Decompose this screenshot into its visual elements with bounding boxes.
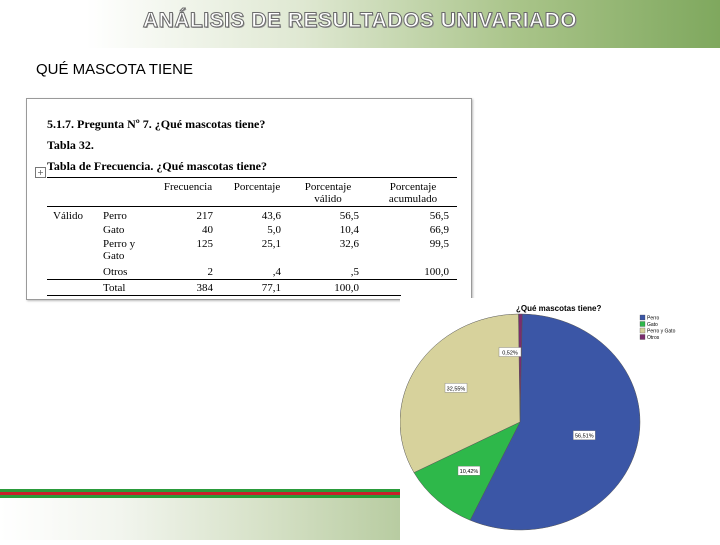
col-header-porcentaje-valido: Porcentaje válido <box>304 181 352 205</box>
legend-swatch <box>639 314 646 321</box>
pie-slice-perro-y-gato <box>399 313 521 473</box>
page-title: ANÁLISIS DE RESULTADOS UNIVARIADO <box>142 9 578 33</box>
data-label: 0,52% <box>502 351 518 357</box>
col-header-porcentaje: Porcentaje <box>233 181 281 193</box>
legend-swatch <box>639 321 646 327</box>
data-label: 32,55% <box>447 386 466 392</box>
pie-slice-perro <box>469 313 641 531</box>
frequency-table-document: 5.1.7. Pregunta Nº 7. ¿Qué mascotas tien… <box>26 98 472 300</box>
pie-chart-panel: ¿Qué mascotas tiene? 0,52% 56,51% 10,42% 32… <box>399 298 720 540</box>
section-heading: 5.1.7. Pregunta Nº 7. ¿Qué mascotas tien… <box>47 117 266 131</box>
footer-gradient <box>0 498 400 540</box>
pie-chart: ¿Qué mascotas tiene? 0,52% 56,51% 10,42% 32… <box>399 304 676 531</box>
legend-entry: Perro <box>647 316 659 322</box>
expand-icon[interactable]: + <box>35 167 46 178</box>
header-bottom-rule <box>47 206 457 207</box>
header-bar <box>0 0 720 48</box>
table-title: Tabla de Frecuencia. ¿Qué mascotas tiene… <box>47 159 267 173</box>
table-bottom-rule <box>47 295 401 296</box>
data-label-box <box>457 465 481 476</box>
legend-entry: Gato <box>647 322 658 328</box>
legend-entry: Perro y Gato <box>647 329 676 335</box>
col-header-frecuencia: Frecuencia <box>163 181 213 193</box>
col-header-porcentaje-acumulado: Porcentaje acumulado <box>388 181 438 205</box>
data-label: 10,42% <box>460 469 479 475</box>
legend-swatch <box>639 334 646 340</box>
table-number: Tabla 32. <box>47 138 94 152</box>
table-top-rule <box>47 177 457 178</box>
data-label-box <box>573 430 596 440</box>
slide-subtitle: QUÉ MASCOTA TIENE <box>36 61 193 78</box>
decorative-stripes <box>0 489 400 498</box>
legend-swatch <box>639 327 646 334</box>
chart-title: ¿Qué mascotas tiene? <box>516 304 601 313</box>
group-label: Válido <box>53 210 83 222</box>
data-label-box <box>444 383 468 393</box>
data-label-box <box>498 347 522 357</box>
total-top-rule <box>47 279 457 280</box>
legend-entry: Otros <box>647 335 660 341</box>
data-label: 56,51% <box>575 434 594 440</box>
